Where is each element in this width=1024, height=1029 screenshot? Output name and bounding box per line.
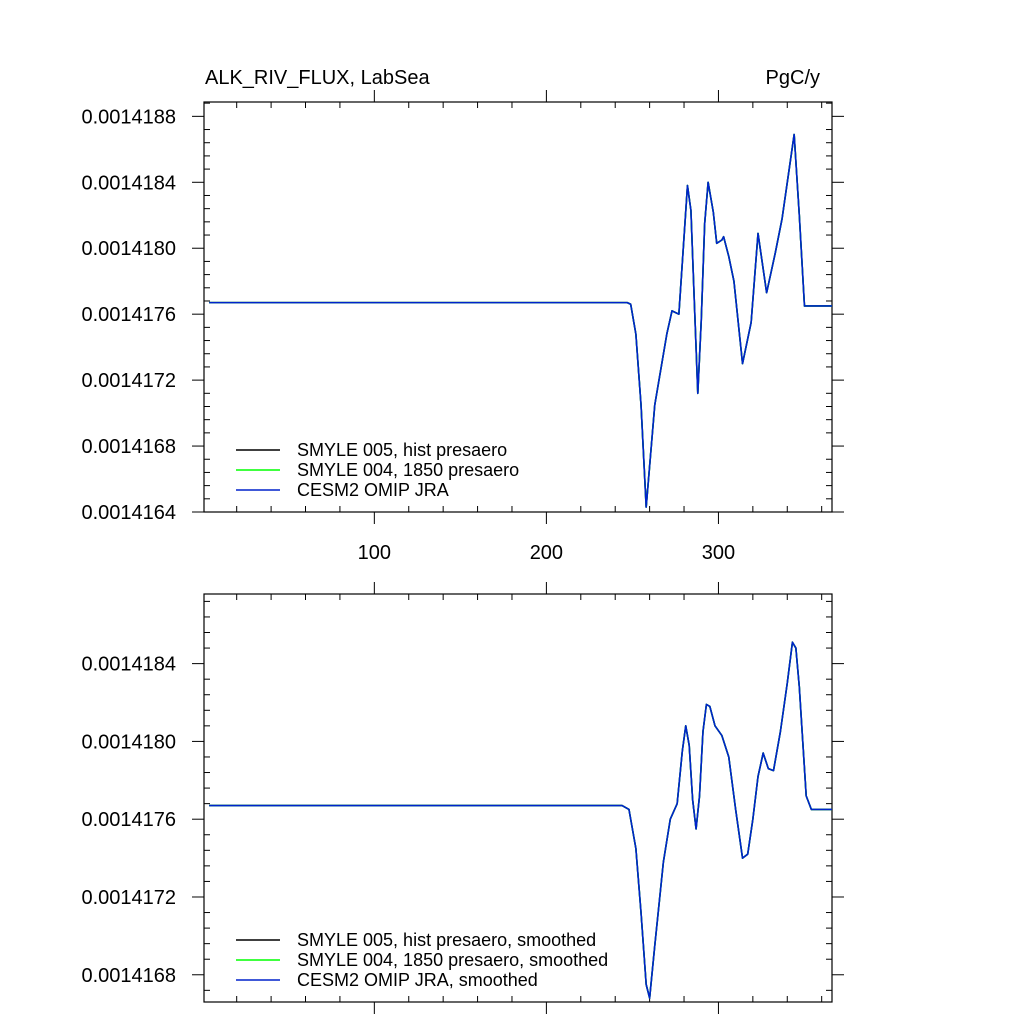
y-tick-label: 0.0014176 (81, 809, 176, 831)
plot-frame (203, 101, 833, 513)
y-tick-label: 0.0014184 (81, 654, 176, 676)
y-tick-label: 0.0014180 (81, 731, 176, 753)
legend-label: SMYLE 004, 1850 presaero (297, 460, 519, 480)
series-line (209, 641, 832, 999)
legend-label: SMYLE 005, hist presaero, smoothed (297, 930, 596, 950)
series-line (209, 133, 832, 508)
y-tick-label: 0.0014172 (81, 887, 176, 909)
legend-label: SMYLE 005, hist presaero (297, 440, 507, 460)
legend-label: SMYLE 004, 1850 presaero, smoothed (297, 950, 608, 970)
y-tick-label: 0.0014168 (81, 965, 176, 987)
x-tick-label: 100 (358, 542, 391, 564)
top-panel: 100 200 300 0.0014164 0.0014168 0.0014172 0.00… (81, 90, 844, 564)
y-tick-label: 0.0014188 (81, 106, 176, 128)
chart-units: PgC/y (766, 67, 820, 89)
legend-label: CESM2 OMIP JRA (297, 480, 449, 500)
plot-frame (203, 593, 833, 1003)
y-tick-label: 0.0014164 (81, 502, 176, 524)
legend-label: CESM2 OMIP JRA, smoothed (297, 970, 538, 990)
bottom-panel: 0.0014168 0.0014172 0.0014176 0.0014180 0.00… (81, 582, 844, 1014)
chart-title: ALK_RIV_FLUX, LabSea (205, 67, 430, 89)
y-tick-label: 0.0014184 (81, 172, 176, 194)
y-tick-label: 0.0014172 (81, 370, 176, 392)
y-tick-label: 0.0014176 (81, 304, 176, 326)
x-tick-label: 200 (530, 542, 563, 564)
y-tick-label: 0.0014168 (81, 436, 176, 458)
y-tick-label: 0.0014180 (81, 238, 176, 260)
x-tick-label: 300 (702, 542, 735, 564)
